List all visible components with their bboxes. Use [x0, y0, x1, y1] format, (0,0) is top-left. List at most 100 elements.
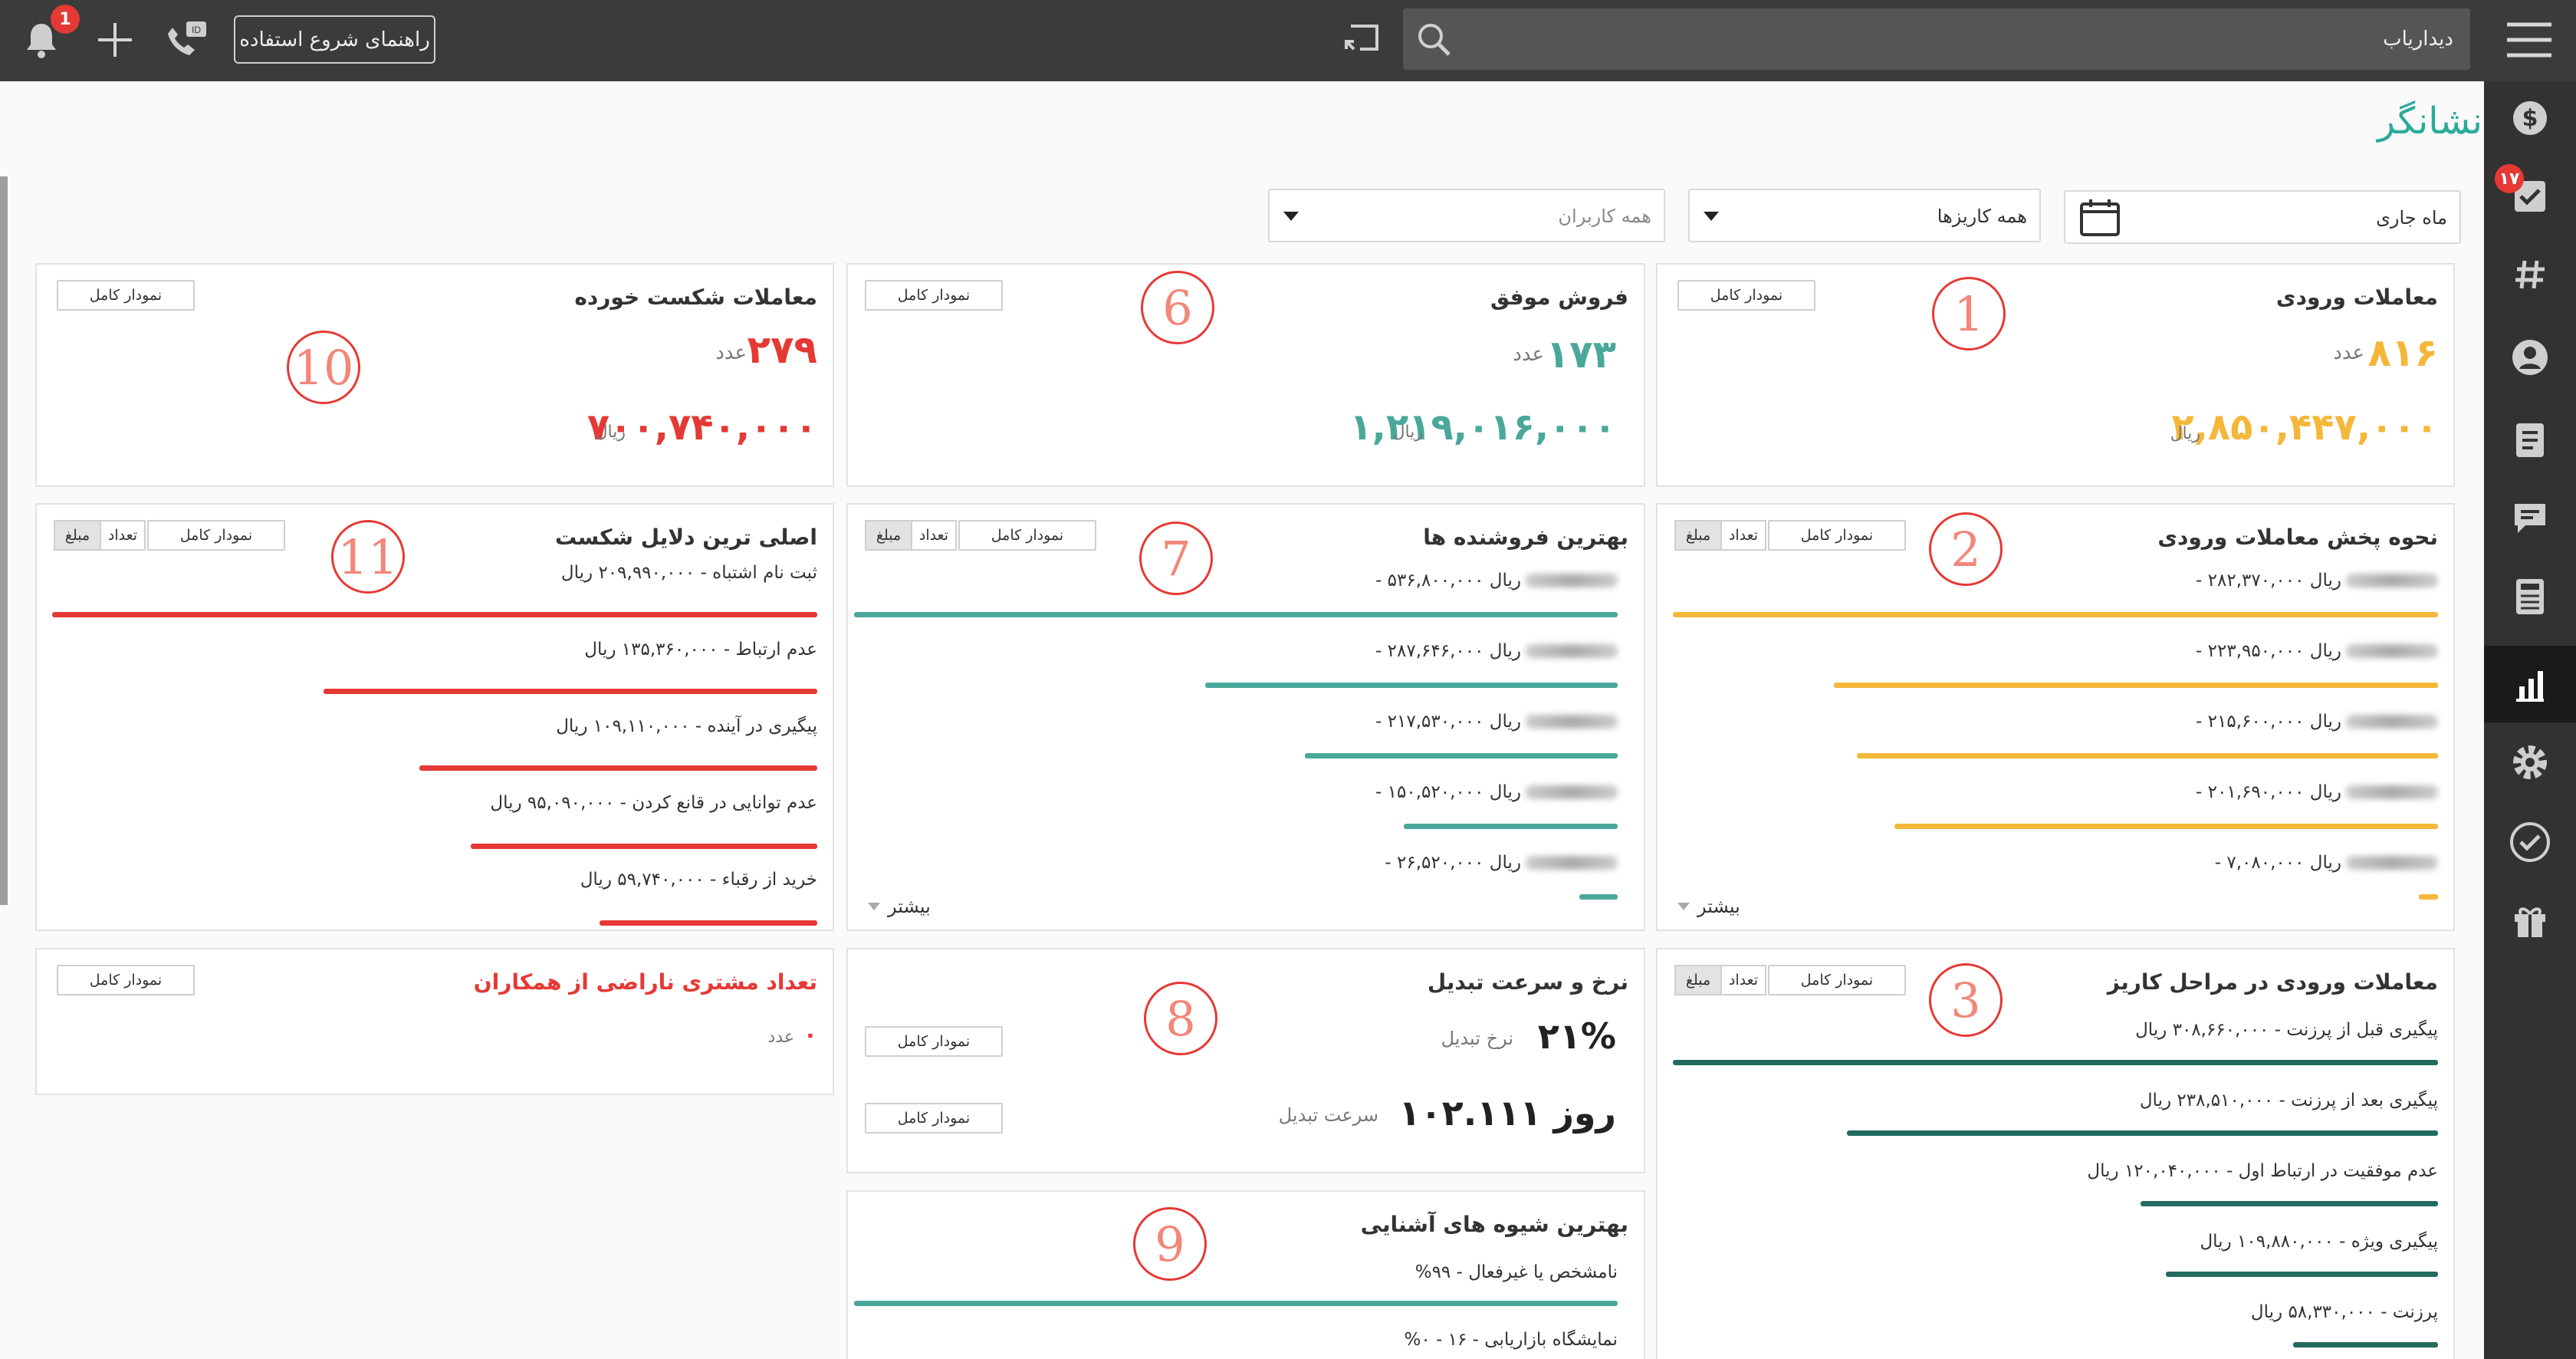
full-chart-button[interactable]: نمودار کامل — [865, 280, 1003, 311]
full-chart-button[interactable]: نمودار کامل — [865, 1103, 1003, 1134]
amount-toggle[interactable]: مبلغ — [55, 522, 100, 549]
more-link[interactable]: بیشتر — [868, 896, 931, 917]
distribution-bar — [1673, 612, 2438, 617]
redacted-name — [2346, 574, 2438, 587]
chevron-down-icon[interactable] — [1704, 212, 1719, 221]
card-title: معاملات شکست خورده — [574, 285, 817, 310]
chevron-down-icon[interactable] — [1283, 212, 1299, 221]
redacted-name — [1526, 644, 1618, 658]
full-chart-button[interactable]: نمودار کامل — [958, 520, 1096, 551]
list-item: - ۲۱۵,۶۰۰,۰۰۰ ریال — [2196, 712, 2438, 732]
amount-toggle[interactable]: مبلغ — [866, 522, 911, 549]
list-item-value: - ۲۶,۵۲۰,۰۰۰ ریال — [1385, 853, 1521, 873]
chat-icon[interactable] — [2507, 495, 2553, 541]
full-chart-button[interactable]: نمودار کامل — [1768, 520, 1906, 551]
period-select[interactable]: ماه جاری — [2064, 190, 2461, 244]
gift-icon[interactable] — [2507, 897, 2553, 943]
list-item: - ۲۶,۵۲۰,۰۰۰ ریال — [1385, 853, 1618, 873]
quick-start-guide-button[interactable]: راهنمای شروع استفاده — [234, 15, 435, 64]
failure-bar — [419, 765, 817, 771]
list-item: - ۲۸۲,۳۷۰,۰۰۰ ریال — [2196, 571, 2438, 591]
list-item: - ۵۳۶,۸۰۰,۰۰۰ ریال — [1375, 571, 1618, 591]
calculator-icon[interactable] — [2507, 574, 2553, 620]
card-title: اصلی ترین دلایل شکست — [555, 525, 817, 550]
pipeline-select[interactable]: همه کاریزها — [1688, 189, 2041, 242]
redacted-name — [2346, 644, 2438, 658]
full-chart-button[interactable]: نمودار کامل — [57, 280, 195, 311]
list-item: نمایشگاه بازاریابی - ۱۶ - ۰% — [1404, 1330, 1618, 1350]
tasks-icon[interactable] — [2507, 173, 2553, 219]
settings-icon[interactable] — [2507, 739, 2553, 785]
users-select[interactable]: همه کاربران — [1268, 189, 1665, 242]
annotation-marker: 11 — [331, 520, 405, 594]
list-item-value: - ۱۵۰,۵۲۰,۰۰۰ ریال — [1375, 782, 1521, 802]
card-title: نرخ و سرعت تبدیل — [1427, 969, 1628, 995]
successful-sales-card: فروش موفق نمودار کامل 6 ۱۷۳ عدد ۱,۲۱۹,۰۱… — [846, 263, 1645, 487]
page-title: نشانگر — [2377, 100, 2482, 143]
more-link[interactable]: بیشتر — [1677, 896, 1740, 917]
count-unit: عدد — [1513, 343, 1544, 366]
distribution-bar — [2419, 894, 2438, 900]
full-chart-button[interactable]: نمودار کامل — [147, 520, 285, 551]
full-chart-button[interactable]: نمودار کامل — [57, 965, 195, 995]
svg-text:ID: ID — [192, 25, 201, 35]
search-input[interactable] — [1472, 8, 2453, 70]
user-icon[interactable] — [2507, 334, 2553, 380]
list-item: - ۲۰۱,۶۹۰,۰۰۰ ریال — [2196, 782, 2438, 802]
count-toggle[interactable]: تعداد — [1720, 522, 1765, 549]
list-item: عدم ارتباط - ۱۳۵,۳۶۰,۰۰۰ ریال — [584, 640, 817, 660]
chart-icon[interactable] — [2507, 661, 2553, 707]
count-toggle[interactable]: تعداد — [911, 522, 955, 549]
redacted-name — [1526, 574, 1618, 587]
list-item-value: - ۵۳۶,۸۰۰,۰۰۰ ریال — [1375, 571, 1521, 591]
amount-toggle[interactable]: مبلغ — [1676, 522, 1720, 549]
count-amount-toggle[interactable]: مبلغ تعداد — [1674, 965, 1766, 995]
list-item-value: - ۲۱۷,۵۳۰,۰۰۰ ریال — [1375, 712, 1521, 732]
chevron-down-icon — [868, 903, 880, 910]
list-item: پیگیری ویژه - ۱۰۹,۸۸۰,۰۰۰ ریال — [2200, 1232, 2438, 1252]
full-chart-button[interactable]: نمودار کامل — [1677, 280, 1815, 311]
scrollbar[interactable] — [0, 176, 8, 905]
count-amount-toggle[interactable]: مبلغ تعداد — [54, 520, 146, 551]
annotation-marker: 3 — [1929, 963, 2003, 1037]
check-circle-icon[interactable] — [2507, 819, 2553, 865]
pipeline-bar — [2293, 1342, 2438, 1347]
full-chart-button[interactable]: نمودار کامل — [865, 1026, 1003, 1057]
count-amount-toggle[interactable]: مبلغ تعداد — [865, 520, 957, 551]
full-chart-button[interactable]: نمودار کامل — [1768, 965, 1906, 995]
count-toggle[interactable]: تعداد — [100, 522, 144, 549]
document-icon[interactable] — [2507, 417, 2553, 463]
period-select-value: ماه جاری — [2376, 207, 2447, 229]
dollar-icon[interactable]: $ — [2507, 95, 2553, 141]
top-bar: 1 ID راهنمای شروع استفاده — [0, 0, 2576, 81]
failed-amount: ۷۰۰,۷۴۰,۰۰۰ — [586, 406, 817, 449]
list-item: پرزنت - ۵۸,۳۳۰,۰۰۰ ریال — [2250, 1302, 2438, 1322]
screen-cast-icon[interactable] — [1340, 18, 1383, 61]
failure-bar — [599, 920, 817, 926]
amount-toggle[interactable]: مبلغ — [1676, 966, 1720, 994]
hamburger-menu-icon[interactable] — [2504, 17, 2555, 63]
notification-bell-icon[interactable] — [20, 18, 63, 61]
pipeline-select-value: همه کاریزها — [1937, 206, 2027, 227]
list-item: - ۱۵۰,۵۲۰,۰۰۰ ریال — [1375, 782, 1618, 802]
incoming-distribution-card: نحوه پخش معاملات ورودی نمودار کامل مبلغ … — [1656, 503, 2455, 931]
seller-bar — [1304, 753, 1618, 758]
hash-icon[interactable] — [2507, 252, 2553, 298]
count-unit: عدد — [2333, 341, 2364, 364]
add-icon[interactable] — [94, 18, 136, 61]
incoming-amount: ۲,۸۵۰,۴۴۷,۰۰۰ — [2171, 406, 2438, 449]
caller-id-icon[interactable]: ID — [163, 18, 210, 61]
conversion-card: نرخ و سرعت تبدیل 8 نمودار کامل نمودار کا… — [846, 948, 1645, 1173]
conversion-speed-value: ۱۰۲.۱۱۱ روز — [1398, 1092, 1616, 1134]
list-item: عدم موفقیت در ارتباط اول - ۱۲۰,۰۴۰,۰۰۰ ر… — [2087, 1161, 2438, 1181]
card-title: فروش موفق — [1490, 285, 1628, 310]
count-toggle[interactable]: تعداد — [1720, 966, 1765, 994]
success-amount: ۱,۲۱۹,۰۱۶,۰۰۰ — [1349, 406, 1616, 449]
search-box[interactable] — [1403, 8, 2470, 70]
calendar-icon[interactable] — [2079, 198, 2121, 242]
search-icon[interactable] — [1412, 18, 1455, 61]
count-amount-toggle[interactable]: مبلغ تعداد — [1674, 520, 1766, 551]
unhappy-customers-card: تعداد مشتری ناراضی از همکاران نمودار کام… — [35, 948, 834, 1095]
failed-deals-card: معاملات شکست خورده نمودار کامل 10 ۲۷۹ عد… — [35, 263, 834, 487]
seller-bar — [1404, 824, 1618, 829]
